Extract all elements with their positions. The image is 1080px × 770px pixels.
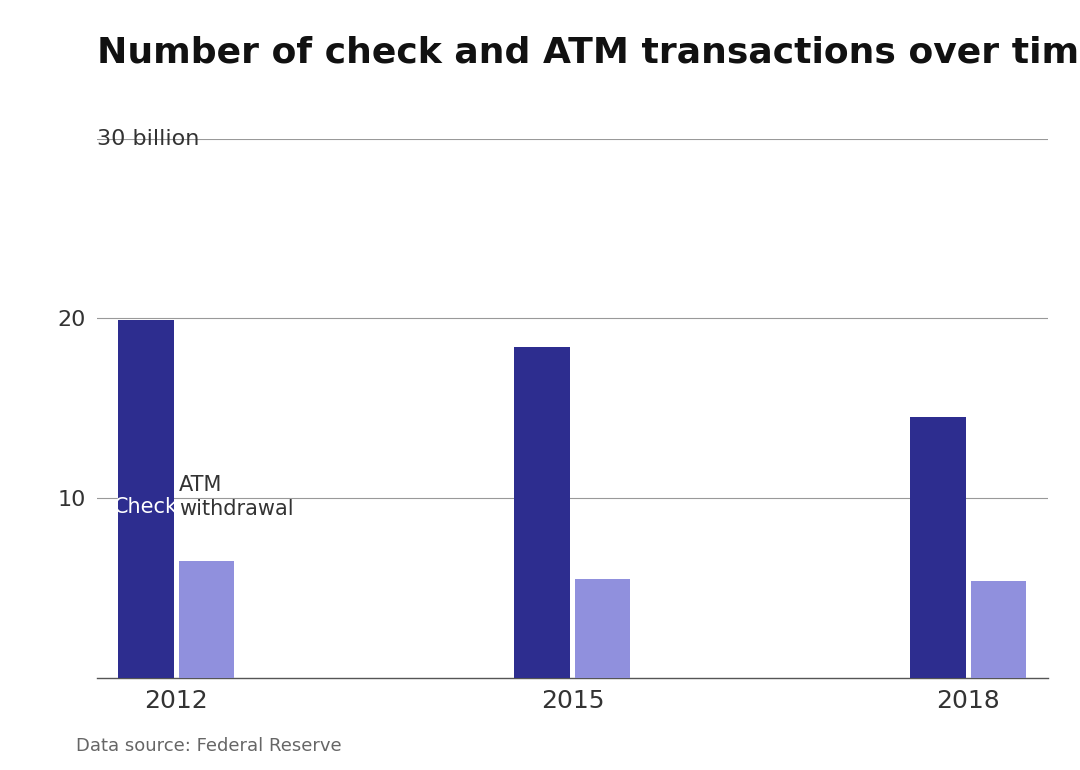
Bar — [119, 320, 174, 678]
Text: Number of check and ATM transactions over time: Number of check and ATM transactions ove… — [97, 35, 1080, 69]
Bar — [575, 579, 631, 678]
Bar — [179, 561, 234, 678]
Text: ATM
withdrawal: ATM withdrawal — [179, 474, 294, 520]
Text: Data source: Federal Reserve: Data source: Federal Reserve — [76, 737, 341, 755]
Bar — [910, 417, 966, 678]
Bar — [514, 347, 570, 678]
Text: 30 billion: 30 billion — [97, 129, 200, 149]
Text: Check: Check — [114, 497, 178, 517]
Bar — [971, 581, 1026, 678]
